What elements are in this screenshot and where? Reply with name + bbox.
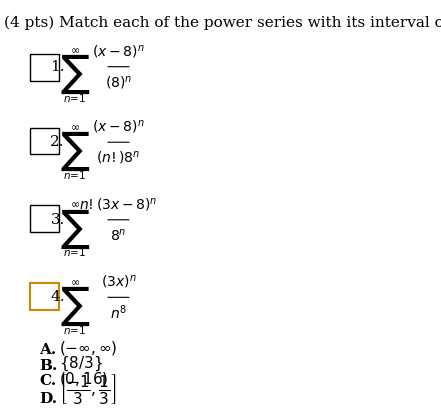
Text: 1.: 1. — [50, 60, 65, 74]
Text: $(-\infty, \infty)$: $(-\infty, \infty)$ — [60, 339, 118, 356]
Text: $n\!=\!1$: $n\!=\!1$ — [63, 247, 87, 259]
Text: $n\!=\!1$: $n\!=\!1$ — [63, 92, 87, 104]
Text: D.: D. — [39, 392, 57, 406]
Text: $(x - 8)^{n}$: $(x - 8)^{n}$ — [92, 43, 145, 60]
FancyBboxPatch shape — [30, 283, 60, 309]
Text: A.: A. — [39, 342, 56, 356]
Text: $n\!=\!1$: $n\!=\!1$ — [63, 169, 87, 181]
FancyBboxPatch shape — [30, 128, 60, 155]
FancyBboxPatch shape — [30, 55, 60, 81]
Text: (4 pts) Match each of the power series with its interval of convergence.: (4 pts) Match each of the power series w… — [4, 16, 441, 30]
Text: C.: C. — [39, 374, 56, 388]
Text: 2.: 2. — [50, 135, 65, 149]
Text: $n!(3x - 8)^{n}$: $n!(3x - 8)^{n}$ — [79, 196, 158, 213]
Text: $\{8/3\}$: $\{8/3\}$ — [60, 354, 104, 373]
Text: $(3x)^{n}$: $(3x)^{n}$ — [101, 273, 136, 290]
Text: $(0, 16)$: $(0, 16)$ — [60, 370, 109, 388]
Text: $\infty$: $\infty$ — [70, 200, 80, 210]
Text: $\sum$: $\sum$ — [60, 208, 90, 251]
Text: $\left[\dfrac{-1}{3}, \dfrac{1}{3}\right]$: $\left[\dfrac{-1}{3}, \dfrac{1}{3}\right… — [60, 372, 116, 406]
Text: 4.: 4. — [50, 290, 65, 305]
Text: $n^{8}$: $n^{8}$ — [110, 304, 127, 322]
Text: $8^{n}$: $8^{n}$ — [110, 227, 127, 243]
Text: $(n!)8^{n}$: $(n!)8^{n}$ — [96, 149, 141, 166]
Text: $\sum$: $\sum$ — [60, 53, 90, 97]
Text: 3.: 3. — [51, 213, 65, 227]
Text: $(8)^{n}$: $(8)^{n}$ — [105, 74, 132, 91]
Text: $\infty$: $\infty$ — [70, 122, 80, 132]
Text: $\sum$: $\sum$ — [60, 285, 90, 328]
Text: $\infty$: $\infty$ — [70, 277, 80, 287]
Text: $\sum$: $\sum$ — [60, 130, 90, 173]
Text: $\infty$: $\infty$ — [70, 45, 80, 55]
Text: $(x - 8)^{n}$: $(x - 8)^{n}$ — [92, 118, 145, 135]
Text: B.: B. — [39, 359, 58, 373]
FancyBboxPatch shape — [30, 206, 60, 232]
Text: $n\!=\!1$: $n\!=\!1$ — [63, 324, 87, 336]
